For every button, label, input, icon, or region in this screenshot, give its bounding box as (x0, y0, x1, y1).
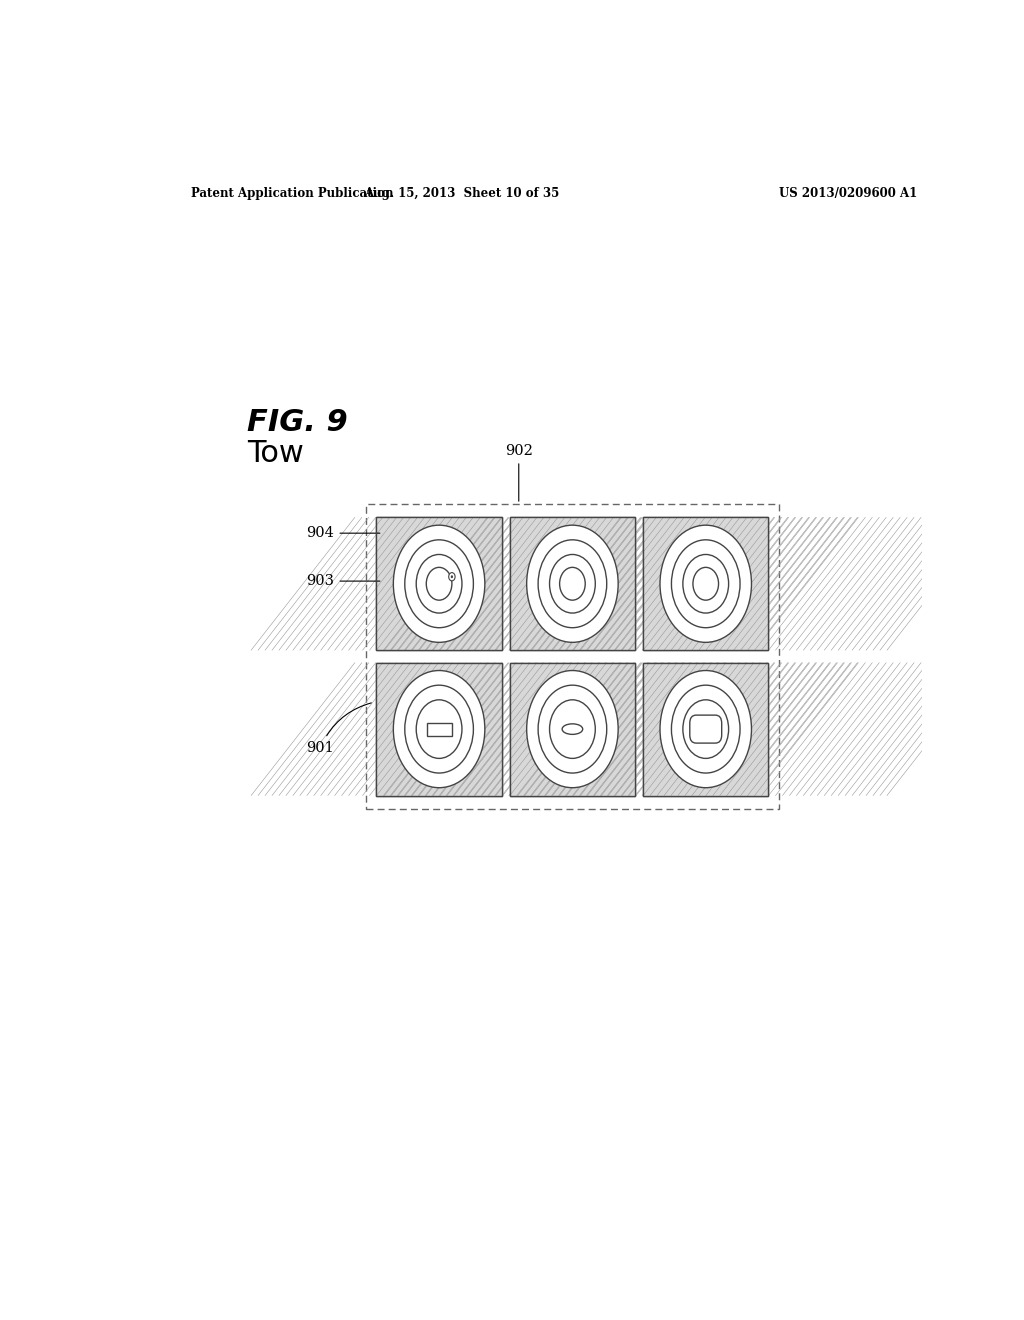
Text: 902: 902 (505, 445, 532, 502)
Ellipse shape (393, 525, 484, 643)
Bar (510, 517, 635, 651)
Text: Aug. 15, 2013  Sheet 10 of 35: Aug. 15, 2013 Sheet 10 of 35 (364, 187, 559, 201)
Ellipse shape (393, 671, 484, 788)
Text: Tow: Tow (247, 438, 304, 467)
Ellipse shape (393, 525, 484, 643)
Text: US 2013/0209600 A1: US 2013/0209600 A1 (778, 187, 918, 201)
Bar (643, 517, 768, 651)
Bar (510, 663, 635, 796)
Ellipse shape (526, 525, 618, 643)
Bar (377, 663, 502, 796)
Bar (510, 663, 635, 796)
Bar (643, 663, 768, 796)
Bar (377, 517, 502, 651)
Circle shape (449, 573, 455, 581)
Bar (427, 722, 452, 735)
Text: Patent Application Publication: Patent Application Publication (191, 187, 394, 201)
Ellipse shape (526, 671, 618, 788)
Text: FIG. 9: FIG. 9 (247, 408, 348, 437)
Bar (510, 663, 635, 796)
Text: 903: 903 (306, 574, 380, 589)
Text: 901: 901 (306, 702, 372, 755)
Bar (377, 517, 502, 651)
Ellipse shape (562, 723, 583, 734)
Ellipse shape (660, 671, 752, 788)
Ellipse shape (393, 671, 484, 788)
Bar (510, 517, 635, 651)
Bar (643, 663, 768, 796)
Ellipse shape (526, 525, 618, 643)
Bar (643, 663, 768, 796)
FancyBboxPatch shape (690, 715, 722, 743)
Circle shape (451, 576, 453, 578)
Ellipse shape (526, 671, 618, 788)
Bar (643, 517, 768, 651)
Bar (643, 517, 768, 651)
Bar (377, 517, 502, 651)
Bar (510, 517, 635, 651)
Bar (377, 663, 502, 796)
Ellipse shape (660, 525, 752, 643)
Bar (367, 504, 778, 809)
Bar (377, 663, 502, 796)
Ellipse shape (660, 525, 752, 643)
Text: 904: 904 (306, 527, 380, 540)
Ellipse shape (660, 671, 752, 788)
